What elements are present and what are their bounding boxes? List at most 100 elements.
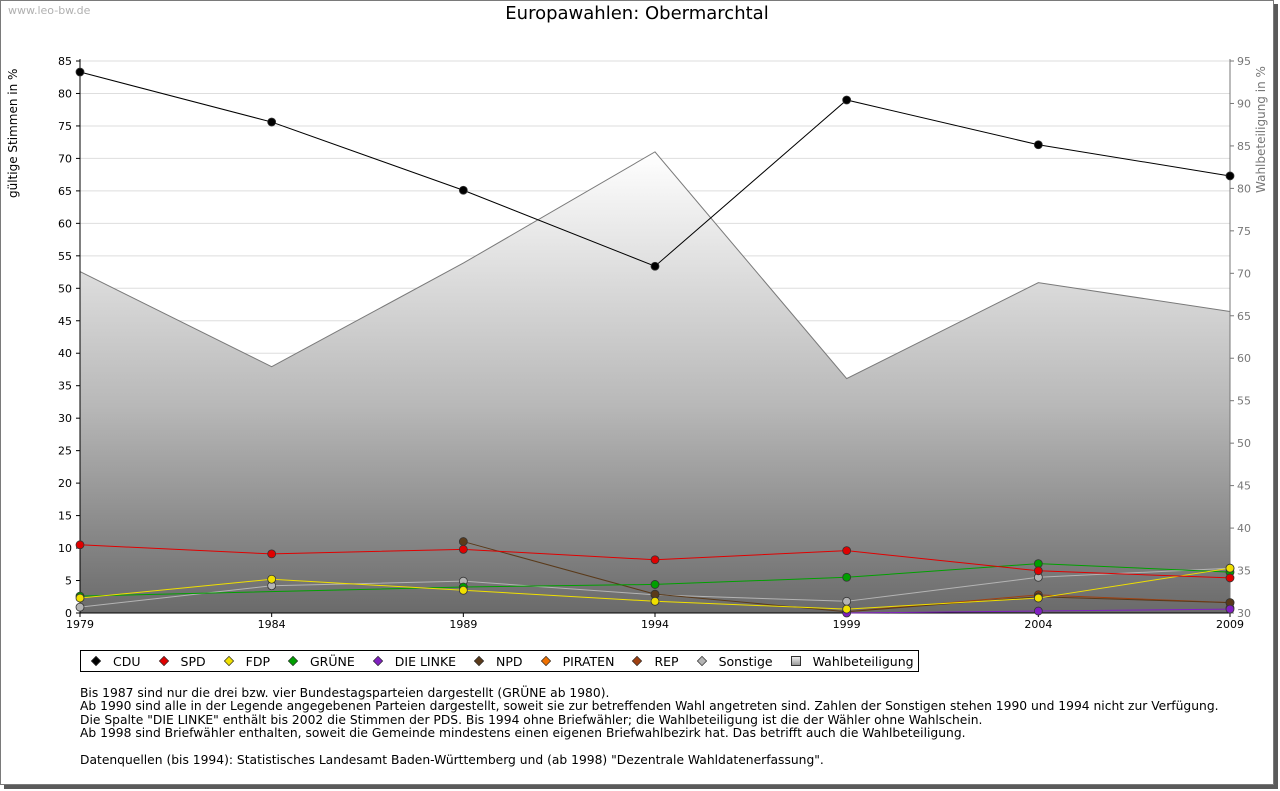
y-tick-label: 35 [58,380,72,393]
y2-tick-label: 40 [1237,522,1251,535]
y2-tick-label: 80 [1237,182,1251,195]
data-point-fdp [75,593,85,603]
y2-tick-label: 90 [1237,97,1251,110]
y-tick-label: 85 [58,55,72,68]
notes: Bis 1987 sind nur die drei bzw. vier Bun… [80,686,1219,767]
legend-item: Sonstige [693,654,773,669]
data-point-cdu [458,185,468,195]
y2-tick-label: 30 [1237,607,1251,620]
data-point-npd [458,537,468,546]
y-tick-label: 55 [58,250,72,263]
data-point-spd [75,540,85,550]
y-tick-label: 50 [58,282,72,295]
y2-tick-label: 95 [1237,55,1251,68]
legend-label: FDP [245,653,270,669]
legend-diamond-icon [540,655,551,667]
y2-tick-label: 55 [1237,395,1251,408]
legend-label: SPD [180,653,206,669]
y2-tick-label: 65 [1237,310,1251,323]
legend-item: FDP [220,654,270,669]
legend-item: GRÜNE [284,654,355,669]
data-point-gr-ne [842,572,852,582]
x-tick-label: 1979 [66,618,94,631]
x-tick-label: 1999 [833,618,861,631]
y2-tick-label: 60 [1237,352,1251,365]
legend-label: NPD [496,653,523,669]
x-tick-label: 1984 [258,618,286,631]
y2-tick-label: 45 [1237,480,1251,493]
note-line-3: Die Spalte "DIE LINKE" enthält bis 2002 … [80,712,983,727]
x-tick-label: 2004 [1024,618,1052,631]
data-point-fdp [842,604,852,614]
y-tick-label: 5 [65,575,72,588]
note-line-1: Bis 1987 sind nur die drei bzw. vier Bun… [80,686,610,700]
y-tick-label: 45 [58,315,72,328]
y-tick-label: 75 [58,120,72,133]
legend-diamond-icon [223,655,234,667]
x-tick-label: 1989 [449,618,477,631]
y-tick-label: 40 [58,347,72,360]
data-point-cdu [650,261,660,271]
data-point-fdp [1225,563,1235,573]
legend-item: PIRATEN [537,654,614,669]
y-tick-label: 10 [58,542,72,555]
legend-diamond-icon [632,655,643,667]
legend-label: Sonstige [718,653,773,669]
legend-square-icon [790,656,801,666]
y-tick-label: 60 [58,217,72,230]
legend-label: Wahlbeteiligung [812,653,914,669]
legend-label: DIE LINKE [394,653,457,669]
watermark-text: www.leo-bw.de [8,4,91,17]
left-axis-label: gültige Stimmen in % [6,69,20,198]
y-tick-label: 30 [58,412,72,425]
turnout-line [79,151,1231,380]
data-point-spd [842,546,852,556]
data-point-fdp [267,574,277,584]
y2-tick-label: 70 [1237,267,1251,280]
data-point-spd [458,544,468,554]
data-point-sonstige [75,602,85,612]
data-point-fdp [1033,593,1043,603]
data-point-die-linke [1225,604,1235,614]
x-tick-label: 2009 [1216,618,1244,631]
series-line-gr-ne [79,563,1231,597]
y-tick-label: 15 [58,510,72,523]
legend-item: NPD [470,654,523,669]
turnout-area-layer [79,151,1231,614]
series-markers [75,67,1235,618]
data-sources: Datenquellen (bis 1994): Statistisches L… [80,752,824,767]
chart-title: Europawahlen: Obermarchtal [505,3,769,24]
y2-tick-label: 50 [1237,437,1251,450]
legend-diamond-icon [372,655,383,667]
data-point-fdp [458,585,468,595]
legend-diamond-icon [696,655,707,667]
y-tick-label: 65 [58,185,72,198]
y-tick-label: 80 [58,87,72,100]
legend-item: CDU [87,654,141,669]
data-point-die-linke [1033,606,1043,616]
axes: 0 5 10 15 20 25 30 35 40 45 50 55 60 65 70 75 80 85 30 35 40… [58,55,1251,631]
data-point-spd [1225,573,1235,583]
turnout-area [80,151,1230,614]
chart-svg: 0 5 10 15 20 25 30 35 40 45 50 55 60 65 70 75 80 85 30 35 40… [6,55,1268,631]
legend-diamond-icon [90,655,102,667]
legend-diamond-icon [287,655,299,667]
legend-label: GRÜNE [309,653,355,669]
legend-item: Wahlbeteiligung [787,654,914,669]
data-point-sonstige [842,596,852,606]
data-point-spd [1033,566,1043,576]
x-tick-label: 1994 [641,618,669,631]
data-point-spd [650,555,660,565]
legend: CDU SPD FDP GRÜNE DIE LINKE NPD PIRATEN REP Sons… [80,650,919,672]
legend-diamond-icon [158,655,169,667]
y-tick-label: 25 [58,445,72,458]
data-point-fdp [650,596,660,606]
legend-label: CDU [113,653,141,669]
right-axis-label: Wahlbeteiligung in % [1254,66,1268,193]
y2-tick-label: 35 [1237,565,1251,578]
note-line-2: Ab 1990 sind alle in der Legende angegeb… [80,699,1219,714]
data-point-gr-ne [650,580,660,589]
y2-tick-label: 85 [1237,140,1251,153]
data-point-cdu [1225,171,1235,181]
y-tick-label: 70 [58,152,72,165]
